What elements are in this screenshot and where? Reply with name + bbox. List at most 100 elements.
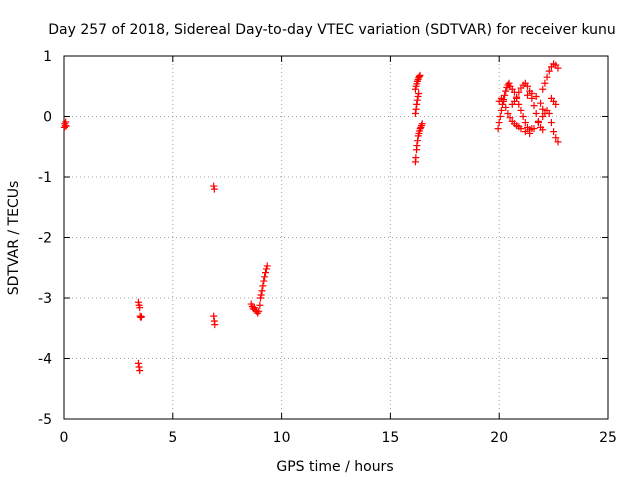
data-point (539, 85, 547, 93)
data-point (257, 291, 265, 299)
data-point (135, 363, 143, 371)
data-point (521, 128, 529, 136)
data-point (262, 265, 270, 273)
data-point (528, 90, 536, 98)
x-tick-label: 10 (273, 430, 291, 446)
data-point (496, 113, 504, 120)
data-point (261, 269, 269, 277)
plot-area-frame (63, 55, 609, 420)
y-tick-label: -4 (38, 352, 52, 368)
data-point (210, 185, 218, 193)
data-point (134, 359, 142, 367)
data-point (532, 109, 540, 117)
data-point (554, 138, 562, 146)
data-point (552, 100, 560, 108)
data-point (417, 123, 425, 131)
data-point (211, 321, 219, 329)
data-point (526, 129, 534, 137)
y-tick-label: -3 (38, 291, 52, 307)
data-point (136, 312, 144, 320)
y-tick-label: -2 (38, 231, 52, 247)
data-point (256, 301, 264, 309)
data-point (415, 90, 423, 98)
data-point (413, 96, 421, 104)
data-point (416, 71, 424, 79)
data-point (263, 262, 271, 270)
data-point (530, 125, 538, 133)
data-point (415, 73, 423, 81)
data-point (416, 125, 424, 133)
data-point (532, 93, 540, 101)
data-point (552, 134, 560, 142)
y-tick-label: -5 (38, 412, 52, 428)
data-point (134, 298, 142, 306)
data-point (260, 277, 268, 285)
x-tick-label: 0 (60, 430, 69, 446)
x-tick-label: 25 (599, 430, 617, 446)
data-point (137, 313, 145, 321)
data-point (256, 294, 264, 302)
data-point (502, 103, 510, 111)
data-point (513, 93, 521, 101)
data-point (523, 82, 531, 90)
data-point (255, 307, 263, 315)
data-point (545, 109, 553, 117)
data-point (517, 106, 525, 114)
data-point (412, 154, 420, 162)
data-point (137, 313, 145, 321)
y-axis-label: SDTVAR / TECUs (6, 181, 22, 296)
data-point (510, 97, 518, 105)
data-point (501, 91, 509, 99)
data-point (210, 182, 218, 190)
data-point (62, 122, 70, 130)
data-point (539, 105, 547, 113)
y-tick-label: 1 (43, 49, 52, 65)
x-tick-label: 20 (490, 430, 508, 446)
data-point (541, 79, 549, 87)
data-point (494, 125, 502, 133)
data-point (259, 282, 267, 290)
y-tick-label: 0 (43, 110, 52, 126)
y-tick-label: -1 (38, 170, 52, 186)
x-tick-label: 5 (168, 430, 177, 446)
data-point (497, 106, 505, 114)
x-tick-label: 15 (381, 430, 399, 446)
data-point (545, 67, 553, 75)
data-point (537, 99, 545, 107)
data-point (539, 126, 547, 134)
data-point (523, 91, 531, 99)
data-point (418, 120, 426, 128)
data-point (136, 304, 144, 312)
data-point (521, 119, 529, 127)
data-point (495, 119, 503, 127)
data-point (547, 119, 555, 127)
data-point (530, 102, 538, 110)
data-point (413, 142, 421, 150)
data-point (210, 312, 218, 320)
data-point (515, 88, 523, 96)
data-point (414, 93, 422, 101)
data-point (517, 125, 525, 133)
data-point (515, 100, 523, 108)
data-point (506, 114, 514, 122)
data-point (412, 105, 420, 113)
data-point (519, 113, 527, 120)
data-point (502, 87, 510, 95)
chart-title: Day 257 of 2018, Sidereal Day-to-day VTE… (48, 22, 616, 38)
data-point (258, 287, 266, 295)
data-point (554, 64, 562, 72)
data-point (534, 119, 542, 127)
data-point (261, 273, 269, 281)
data-point (411, 85, 419, 93)
data-point (411, 109, 419, 117)
x-axis-label: GPS time / hours (276, 459, 393, 475)
data-point (500, 97, 508, 105)
data-point (543, 73, 551, 81)
data-point (504, 109, 512, 117)
data-point (136, 367, 144, 375)
data-point (498, 100, 506, 108)
data-point (413, 100, 421, 108)
data-point (414, 137, 422, 145)
